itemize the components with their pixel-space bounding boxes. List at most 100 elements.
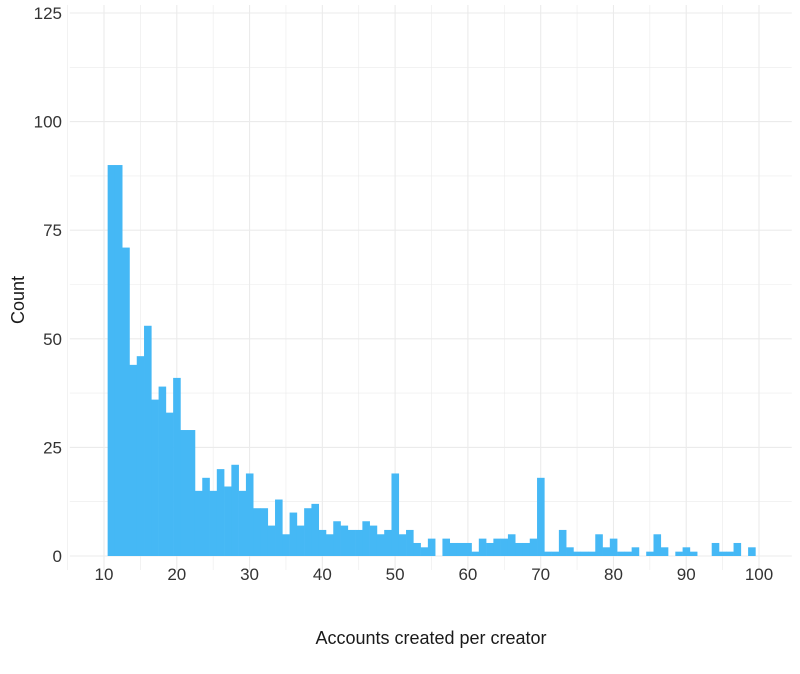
histogram-bar [107,165,116,557]
bars [107,165,756,557]
x-tick-label: 80 [604,565,623,584]
histogram-bar [202,477,210,556]
x-tick-label: 70 [531,565,550,584]
histogram-bar [413,542,421,556]
histogram-bar [282,534,290,556]
histogram-bar [602,547,611,556]
y-tick-label: 100 [34,113,62,132]
histogram-bar [245,473,254,556]
x-tick-label: 100 [745,565,773,584]
histogram-bar [566,547,574,556]
x-tick-label: 40 [313,565,332,584]
histogram-bar [347,529,356,556]
histogram-bar [500,538,509,556]
histogram-bar [456,542,465,556]
histogram-bar [478,538,487,556]
histogram-bar [646,551,654,556]
histogram-bar [551,551,560,556]
histogram-bar [325,534,334,556]
histogram-bar [529,538,538,556]
histogram-bar [718,551,727,556]
histogram-bar [238,490,247,556]
histogram-bar [296,525,305,556]
histogram-bar [384,529,392,556]
histogram-bar [180,430,188,556]
histogram-bar [114,165,123,557]
histogram-bar [216,469,225,556]
histogram-bar [748,547,756,556]
histogram-bar [653,534,662,556]
histogram-bar [427,538,436,556]
histogram-bar [660,547,669,556]
histogram-bar [129,364,138,556]
histogram-bar [675,551,683,556]
histogram-bar [617,551,625,556]
x-tick-label: 90 [677,565,696,584]
histogram-bar [398,534,407,556]
y-tick-label: 125 [34,4,62,23]
histogram-bar [464,542,472,556]
histogram-bar [224,486,232,556]
histogram-bar [726,551,734,556]
histogram-bar [311,503,320,556]
histogram-bar [391,473,400,556]
histogram-bar [689,551,698,556]
histogram-bar [173,377,181,556]
histogram-bar [631,547,640,556]
histogram-bar [136,356,145,556]
x-tick-label: 30 [240,565,259,584]
histogram-bar [275,499,283,556]
histogram-bar [267,525,276,556]
histogram-bar [580,551,589,556]
histogram-bar [231,464,239,556]
x-tick-label: 60 [458,565,477,584]
y-tick-labels: 0 25 50 75 100 125 [34,4,62,566]
x-tick-label: 10 [95,565,114,584]
histogram-bar [624,551,632,556]
histogram-bar [289,512,298,556]
histogram-bar [304,508,312,556]
histogram-bar [253,508,261,556]
histogram-bar [515,542,523,556]
histogram-bar [587,551,596,556]
x-tick-labels: 10 20 30 40 50 60 70 80 90 100 [95,565,774,584]
histogram-bar [493,538,501,556]
histogram-bar [733,542,742,556]
x-tick-label: 50 [386,565,405,584]
histogram-bar [682,547,691,556]
histogram-bar [187,430,196,556]
histogram-bar [544,551,552,556]
histogram-bar [165,412,174,556]
histogram-bar [376,534,385,556]
histogram-bar [711,542,720,556]
histogram-bar [260,508,269,556]
y-tick-label: 75 [43,221,62,240]
y-tick-label: 25 [43,438,62,457]
histogram-bar [573,551,582,556]
histogram-bar [340,525,349,556]
histogram-bar [537,477,545,556]
histogram-bar [471,551,480,556]
x-tick-label: 20 [167,565,186,584]
histogram-bar [194,490,203,556]
histogram-bar [507,534,516,556]
histogram-bar [449,542,458,556]
histogram-bar [122,247,130,557]
y-axis-title: Count [8,276,28,324]
x-axis-title: Accounts created per creator [315,628,546,648]
histogram-bar [151,399,159,556]
histogram-bar [486,542,494,556]
histogram-bar [144,325,152,556]
y-tick-label: 0 [53,547,62,566]
histogram-bar [522,542,531,556]
histogram-bar [209,490,218,556]
histogram-bar [362,521,370,556]
histogram-bar [406,529,414,556]
histogram-bar [158,386,167,556]
y-tick-label: 50 [43,330,62,349]
histogram-bar [355,529,363,556]
histogram-bar [333,521,341,556]
histogram-bar [595,534,603,556]
histogram-bar [442,538,451,556]
